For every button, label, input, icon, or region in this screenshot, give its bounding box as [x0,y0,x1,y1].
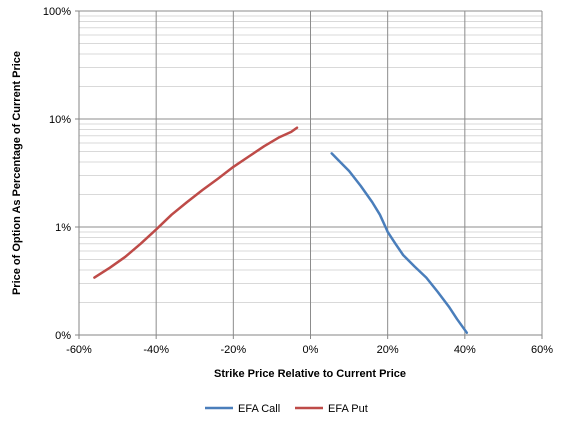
x-tick-label: 20% [377,344,399,356]
x-tick-label: -20% [220,344,246,356]
y-tick-label: 1% [55,222,71,234]
x-axis-title: Strike Price Relative to Current Price [214,368,406,380]
x-tick-label: 0% [303,344,319,356]
y-tick-label: 10% [49,114,71,126]
y-axis-title: Price of Option As Percentage of Current… [11,51,23,295]
series-layer [93,126,469,334]
legend-label: EFA Call [238,403,280,415]
y-axis-ticks: 0% 1% 10% 100% [43,6,79,342]
series-line-1 [330,152,469,334]
legend: EFA Call EFA Put [205,403,368,415]
x-tick-label: 40% [454,344,476,356]
y-tick-label: 100% [43,6,71,18]
x-tick-label: 60% [531,344,553,356]
x-axis-ticks: -60% -40% -20% 0% 20% 40% 60% [66,335,553,356]
x-tick-label: -40% [143,344,169,356]
legend-label: EFA Put [328,403,368,415]
y-tick-label: 0% [55,330,71,342]
x-tick-label: -60% [66,344,92,356]
series-line-2 [93,126,299,279]
